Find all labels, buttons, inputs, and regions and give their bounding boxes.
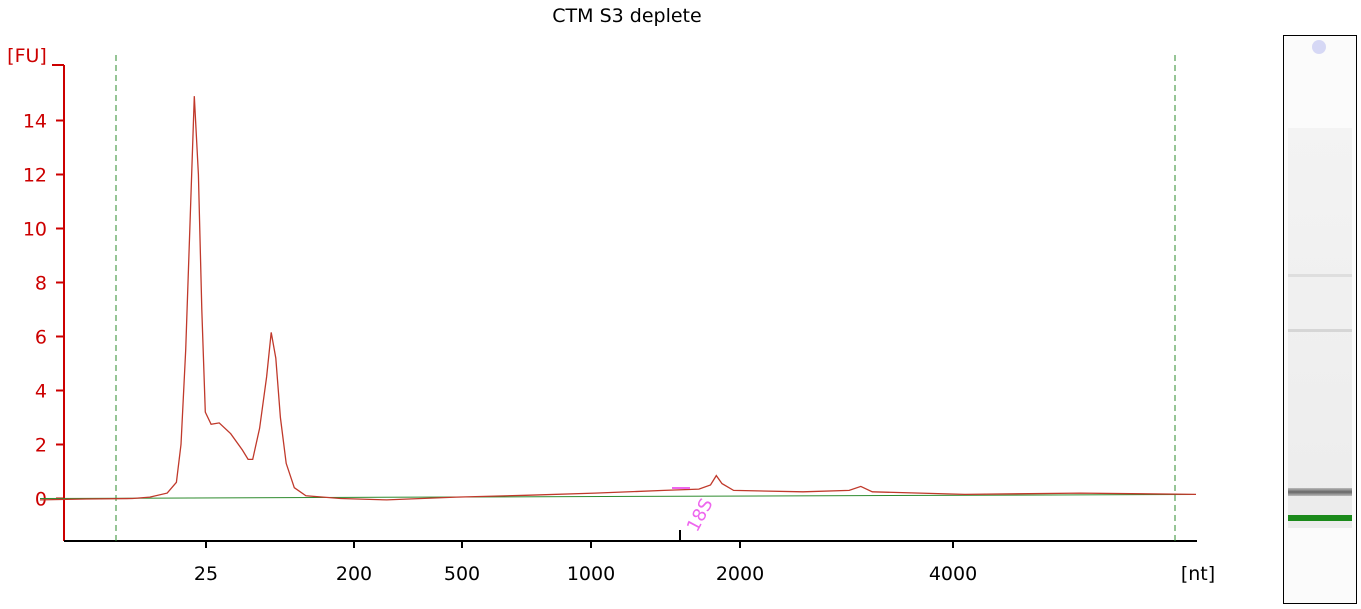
gel-faint-band <box>1288 274 1352 277</box>
baseline-line <box>39 493 1197 499</box>
y-tick-label: 6 <box>35 327 47 349</box>
gel-marker-band <box>1288 515 1352 521</box>
gel-well-icon <box>1312 40 1326 54</box>
x-tick-label: 1000 <box>567 563 615 585</box>
y-tick-label: 12 <box>23 165 47 187</box>
x-tick-label: 500 <box>444 563 480 585</box>
y-tick-label: 8 <box>35 273 47 295</box>
y-tick-label: 4 <box>35 381 47 403</box>
y-tick-label: 14 <box>23 111 47 133</box>
x-tick-label: 4000 <box>929 563 977 585</box>
gel-lane <box>1283 35 1357 604</box>
gel-smear <box>1288 128 1352 528</box>
x-axis-label: [nt] <box>1181 563 1215 585</box>
x-tick-label: 200 <box>336 563 372 585</box>
y-tick-label: 2 <box>35 435 47 457</box>
gel-faint-band <box>1288 329 1352 332</box>
y-axis-label: [FU] <box>7 45 47 67</box>
series-line <box>39 96 1197 501</box>
y-tick-label: 10 <box>23 219 47 241</box>
peak-label: 18S <box>683 495 718 535</box>
chart-title: CTM S3 deplete <box>552 5 702 27</box>
x-tick-label: 2000 <box>716 563 764 585</box>
x-tick-label: 25 <box>194 563 218 585</box>
gel-main-band <box>1288 488 1352 496</box>
